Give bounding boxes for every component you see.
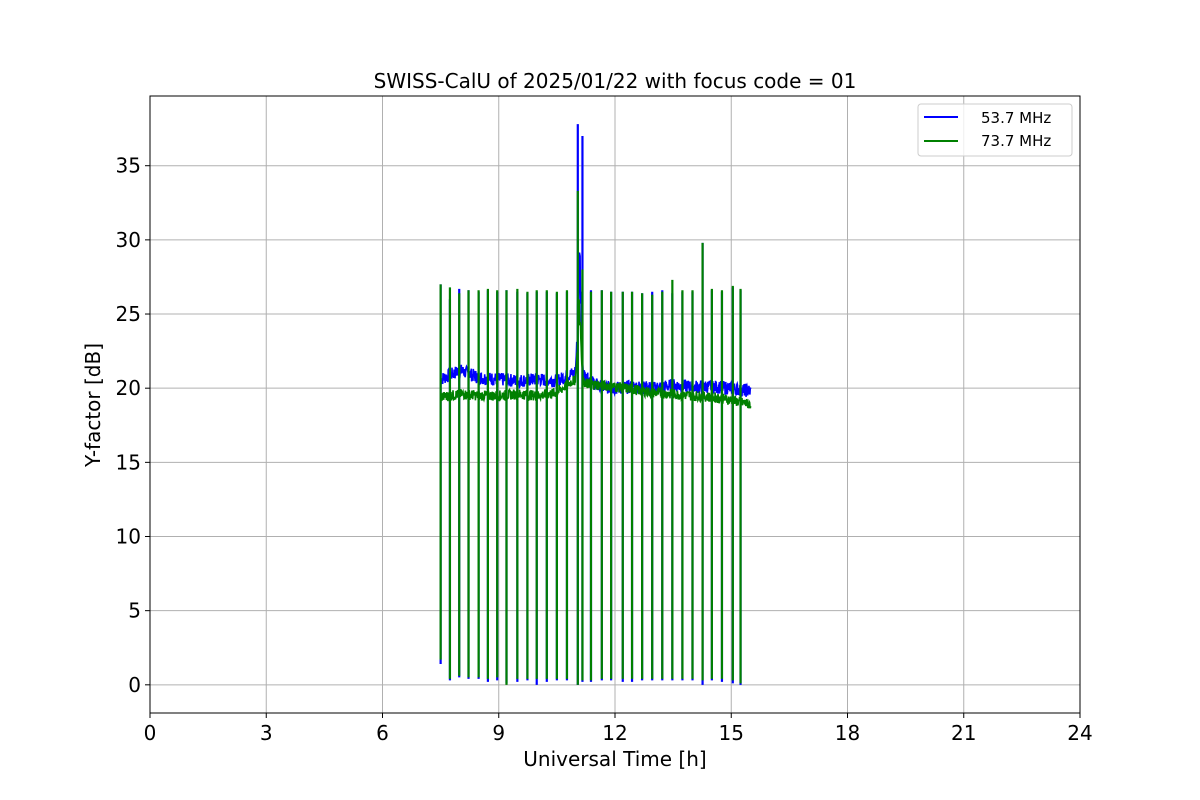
axis-ticks: 0 3 6 9 12 15 18 21 24 0 5 10 15 20 25 30 35 [116, 154, 1093, 745]
y-axis-label: Y-factor [dB] [81, 343, 105, 468]
y-tick-label: 5 [128, 599, 141, 623]
x-tick-label: 15 [719, 721, 744, 745]
x-tick-label: 21 [951, 721, 976, 745]
y-tick-label: 20 [116, 376, 141, 400]
y-tick-label: 15 [116, 450, 141, 474]
x-tick-label: 6 [376, 721, 389, 745]
legend: 53.7 MHz 73.7 MHz [917, 103, 1073, 157]
y-tick-label: 30 [116, 228, 141, 252]
x-tick-label: 9 [492, 721, 505, 745]
x-tick-label: 24 [1067, 721, 1092, 745]
plot-area [439, 124, 752, 685]
legend-label-73-7-mhz: 73.7 MHz [981, 132, 1051, 150]
y-tick-label: 10 [116, 525, 141, 549]
x-tick-label: 3 [260, 721, 273, 745]
x-tick-label: 0 [144, 721, 157, 745]
y-tick-label: 25 [116, 302, 141, 326]
x-tick-label: 18 [835, 721, 860, 745]
x-axis-label: Universal Time [h] [523, 747, 706, 771]
x-tick-label: 12 [602, 721, 627, 745]
series-53-7-mhz-trace [439, 252, 752, 398]
legend-label-53-7-mhz: 53.7 MHz [981, 109, 1051, 127]
y-tick-label: 0 [128, 673, 141, 697]
y-tick-label: 35 [116, 154, 141, 178]
series-73-7-mhz-trace [439, 299, 752, 409]
chart-title: SWISS-CalU of 2025/01/22 with focus code… [374, 69, 857, 93]
